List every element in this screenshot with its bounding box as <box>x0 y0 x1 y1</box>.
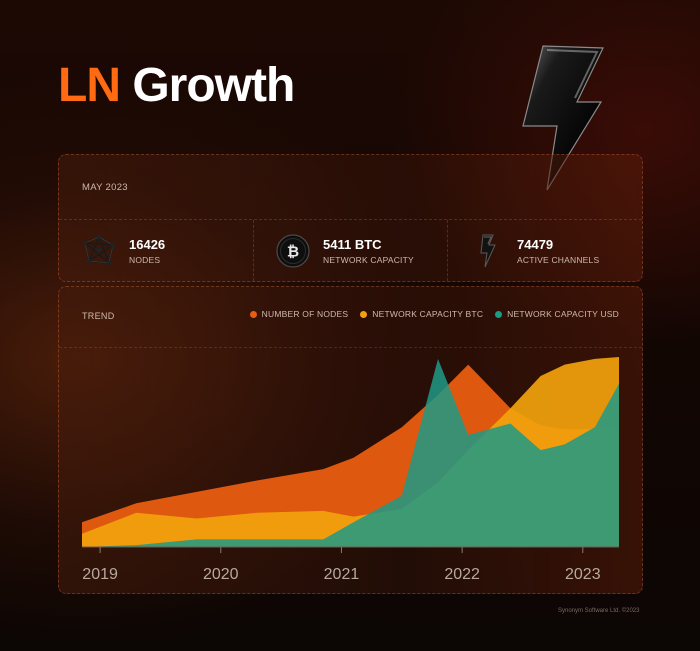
stat-label: ACTIVE CHANNELS <box>517 255 600 265</box>
legend-label: NETWORK CAPACITY BTC <box>372 309 484 319</box>
legend-swatch <box>360 310 368 318</box>
footer-credit: Synonym Software Ltd. ©2023 <box>558 608 640 614</box>
trend-chart: 2019 2020 2021 2022 2023 <box>82 357 619 583</box>
divider <box>59 219 642 220</box>
legend-label: NUMBER OF NODES <box>261 309 349 319</box>
title-rest: Growth <box>132 59 295 112</box>
stat-label: NETWORK CAPACITY <box>323 255 414 265</box>
trend-title: TREND <box>82 311 115 321</box>
stat-value: 16426 <box>129 237 166 252</box>
stat-capacity: ₿ 5411 BTC NETWORK CAPACITY <box>253 220 447 281</box>
legend-swatch <box>249 310 257 318</box>
legend-item-capacity-usd: NETWORK CAPACITY USD <box>495 309 619 319</box>
svg-text:₿: ₿ <box>287 243 299 261</box>
summary-card: MAY 2023 16426 NODES ₿ 5411 BTC NETWORK … <box>58 154 643 282</box>
divider <box>253 220 254 281</box>
stat-nodes: 16426 NODES <box>59 220 253 281</box>
x-tick-label: 2019 <box>82 566 118 583</box>
x-tick-label: 2020 <box>203 566 239 583</box>
legend-item-capacity-btc: NETWORK CAPACITY BTC <box>360 309 483 319</box>
page-title: LN Growth <box>58 58 295 113</box>
trend-card: TREND NUMBER OF NODES NETWORK CAPACITY B… <box>58 286 643 594</box>
stat-value: 74479 <box>517 237 554 252</box>
x-tick-label: 2022 <box>444 566 480 583</box>
stat-label: NODES <box>129 255 161 265</box>
bitcoin-coin-icon: ₿ <box>276 234 310 268</box>
series-area-3 <box>82 358 619 547</box>
x-tick-label: 2023 <box>565 566 601 583</box>
x-tick-label: 2021 <box>324 566 360 583</box>
legend-label: NETWORK CAPACITY USD <box>507 309 619 319</box>
divider <box>59 347 642 348</box>
lightning-bolt-icon <box>522 45 604 191</box>
legend-item-nodes: NUMBER OF NODES <box>249 309 349 319</box>
network-nodes-icon <box>82 234 116 266</box>
title-accent: LN <box>58 59 121 112</box>
chart-legend: NUMBER OF NODES NETWORK CAPACITY BTC NET… <box>249 309 619 319</box>
channel-bolt-icon <box>480 234 496 268</box>
legend-swatch <box>495 310 503 318</box>
summary-date: MAY 2023 <box>82 182 128 193</box>
stat-value: 5411 BTC <box>323 237 382 252</box>
divider <box>447 220 448 281</box>
stat-channels: 74479 ACTIVE CHANNELS <box>447 220 642 281</box>
